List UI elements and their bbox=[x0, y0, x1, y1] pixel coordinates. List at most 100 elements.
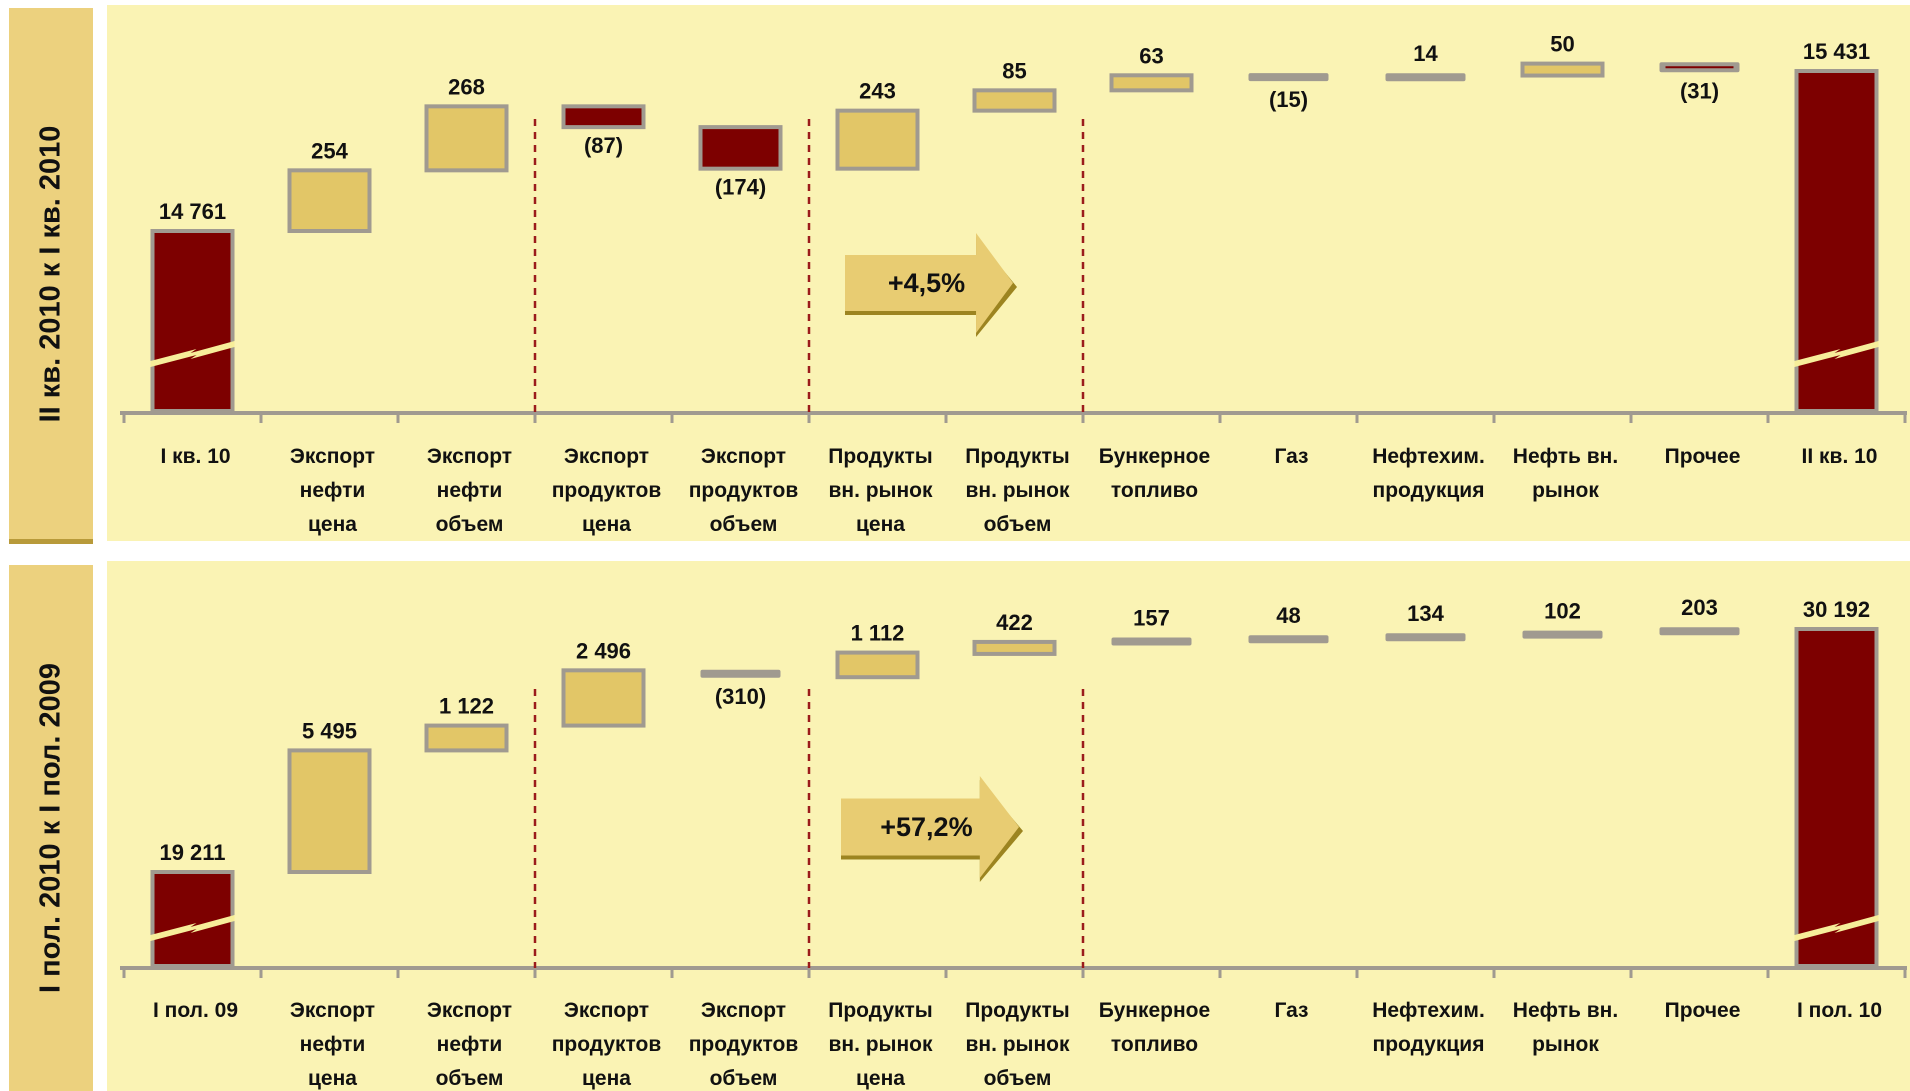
x-tick-label: цена bbox=[308, 513, 357, 536]
data-label: 1 122 bbox=[439, 694, 494, 719]
x-tick-label: продуктов bbox=[552, 479, 662, 502]
data-label: 254 bbox=[311, 138, 348, 163]
x-tick-label: I пол. 10 bbox=[1797, 999, 1882, 1022]
x-tick-label: Бункерное bbox=[1099, 999, 1210, 1022]
x-tick-label: нефти bbox=[437, 1033, 503, 1056]
x-tick-label: Нефть вн. bbox=[1513, 445, 1618, 468]
x-tick-label: вн. рынок bbox=[965, 479, 1070, 502]
x-tick-label: топливо bbox=[1111, 1033, 1198, 1056]
side-label-top: II кв. 2010 к I кв. 2010 bbox=[34, 125, 67, 422]
x-tick-label: объем bbox=[436, 1067, 504, 1090]
data-label: 422 bbox=[996, 610, 1033, 635]
axis-break-mark bbox=[1794, 915, 1879, 941]
x-tick-label: Продукты bbox=[965, 999, 1069, 1022]
growth-arrow bbox=[841, 776, 1019, 878]
data-label: 102 bbox=[1544, 599, 1581, 624]
bar-total bbox=[150, 229, 235, 413]
waterfall-svg-quarter: 14 761 254 268 (87) (174) 243 85 63 (15) 14 50 (31)… bbox=[120, 32, 1907, 536]
x-tick-label: цена bbox=[856, 513, 905, 536]
x-tick-label: I пол. 09 bbox=[153, 999, 238, 1022]
waterfall-chart-quarter: 14 761 254 268 (87) (174) 243 85 63 (15) 14 50 (31)… bbox=[107, 5, 1910, 541]
side-label-panel-bottom: I пол. 2010 к I пол. 2009 bbox=[9, 565, 93, 1091]
data-label: (31) bbox=[1680, 78, 1719, 103]
x-tick-label: продукция bbox=[1373, 479, 1485, 502]
x-tick-label: цена bbox=[308, 1067, 357, 1090]
x-tick-label: Экспорт bbox=[564, 999, 649, 1022]
x-tick-label: цена bbox=[582, 513, 631, 536]
x-tick-label: II кв. 10 bbox=[1802, 445, 1878, 468]
x-tick-label: Экспорт bbox=[701, 445, 786, 468]
bar-increase bbox=[1109, 73, 1194, 93]
growth-arrow-label: +57,2% bbox=[880, 812, 972, 842]
x-tick-label: нефти bbox=[300, 1033, 366, 1056]
x-tick-label: нефти bbox=[300, 479, 366, 502]
bar-decrease bbox=[698, 125, 783, 171]
bar-small-change bbox=[700, 669, 781, 678]
x-tick-label: рынок bbox=[1532, 1033, 1599, 1056]
bar-increase bbox=[972, 88, 1057, 113]
x-tick-label: Экспорт bbox=[290, 445, 375, 468]
x-tick-label: Экспорт bbox=[427, 999, 512, 1022]
bar-small-change bbox=[1248, 635, 1329, 644]
bar-small-change bbox=[1248, 73, 1329, 82]
data-label: 268 bbox=[448, 74, 485, 99]
bar-increase bbox=[835, 108, 920, 171]
data-label: (174) bbox=[715, 175, 766, 200]
bar-increase bbox=[561, 668, 646, 728]
axis-break-mark bbox=[150, 915, 235, 941]
x-tick-label: Газ bbox=[1274, 999, 1308, 1022]
x-tick-label: продукция bbox=[1373, 1033, 1485, 1056]
bar-total bbox=[1794, 627, 1879, 968]
data-label: 50 bbox=[1550, 32, 1574, 57]
x-tick-label: Экспорт bbox=[290, 999, 375, 1022]
axis-break-mark bbox=[1794, 341, 1879, 367]
data-label: 19 211 bbox=[159, 840, 225, 865]
data-label: 1 112 bbox=[851, 621, 905, 646]
data-label: 14 bbox=[1413, 41, 1438, 66]
x-tick-label: цена bbox=[582, 1067, 631, 1090]
x-tick-label: Бункерное bbox=[1099, 445, 1210, 468]
x-tick-label: Нефть вн. bbox=[1513, 999, 1618, 1022]
x-tick-label: продуктов bbox=[689, 1033, 799, 1056]
x-tick-label: Продукты bbox=[965, 445, 1069, 468]
x-tick-label: рынок bbox=[1532, 479, 1599, 502]
x-tick-label: объем bbox=[436, 513, 504, 536]
data-label: (87) bbox=[584, 133, 623, 158]
data-label: 157 bbox=[1133, 606, 1170, 631]
bar-small-change bbox=[1111, 637, 1192, 646]
x-tick-label: I кв. 10 bbox=[160, 445, 230, 468]
x-tick-label: Экспорт bbox=[701, 999, 786, 1022]
x-tick-label: вн. рынок bbox=[965, 1033, 1070, 1056]
bar-small-change bbox=[1522, 630, 1603, 639]
growth-arrow bbox=[845, 233, 1013, 333]
data-label: 203 bbox=[1681, 595, 1718, 620]
x-tick-label: Нефтехим. bbox=[1372, 445, 1485, 468]
axis-break-mark bbox=[150, 341, 235, 367]
x-tick-label: объем bbox=[984, 513, 1052, 536]
x-tick-label: продуктов bbox=[552, 1033, 662, 1056]
x-tick-label: Продукты bbox=[828, 445, 932, 468]
data-label: (310) bbox=[715, 684, 766, 709]
bar-small-change bbox=[1385, 73, 1466, 82]
data-label: 5 495 bbox=[302, 718, 357, 743]
bar-increase bbox=[972, 639, 1057, 656]
x-tick-label: Нефтехим. bbox=[1372, 999, 1485, 1022]
x-tick-label: Прочее bbox=[1665, 999, 1741, 1022]
data-label: 14 761 bbox=[159, 199, 226, 224]
data-label: 85 bbox=[1002, 58, 1026, 83]
bar-increase bbox=[424, 104, 509, 173]
x-tick-label: объем bbox=[710, 1067, 778, 1090]
bar-small-change bbox=[1385, 633, 1466, 642]
x-tick-label: нефти bbox=[437, 479, 503, 502]
waterfall-svg-halfyear: 19 211 5 495 1 122 2 496 (310) 1 112 422 157 48 1… bbox=[120, 595, 1907, 1090]
x-tick-label: Экспорт bbox=[427, 445, 512, 468]
bar-increase bbox=[287, 748, 372, 874]
data-label: 243 bbox=[859, 79, 896, 104]
data-label: 63 bbox=[1139, 43, 1163, 68]
bar-small-change bbox=[1659, 627, 1740, 636]
x-tick-label: вн. рынок bbox=[828, 1033, 933, 1056]
x-tick-label: продуктов bbox=[689, 479, 799, 502]
bar-increase bbox=[1520, 61, 1605, 78]
x-tick-label: Прочее bbox=[1665, 445, 1741, 468]
bar-increase bbox=[287, 168, 372, 233]
